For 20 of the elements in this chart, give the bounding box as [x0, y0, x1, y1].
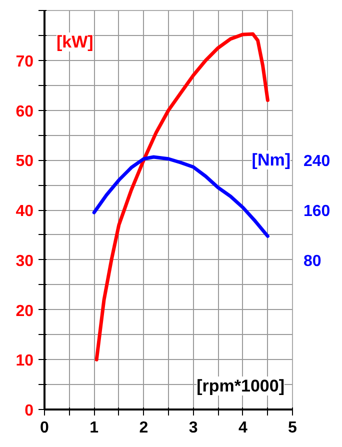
y-tick-label: 70: [16, 53, 34, 70]
x-tick-label: 5: [288, 420, 298, 436]
x-tick-label: 0: [40, 420, 50, 436]
y-tick-label: 10: [16, 352, 34, 370]
x-tick-label: 3: [188, 420, 198, 436]
x-tick-label: 1: [90, 420, 99, 436]
y2-tick-label: 240: [304, 153, 330, 170]
y2-tick-label: 160: [304, 203, 330, 220]
x-tick-label: 2: [139, 420, 148, 436]
y-tick-label: 30: [16, 252, 34, 270]
y-tick-label: 20: [16, 302, 34, 320]
y-tick-label: 60: [16, 103, 34, 120]
y-tick-label: 40: [16, 203, 34, 220]
y-tick-label: 50: [16, 153, 34, 170]
y-tick-label: 0: [24, 402, 34, 420]
y2-tick-label: 80: [304, 252, 322, 270]
x-tick-label: 4: [238, 420, 248, 436]
x-axis-title: [rpm*1000]: [196, 376, 285, 396]
y2-axis-title: [Nm]: [252, 150, 291, 170]
y-axis-title: [kW]: [56, 32, 94, 52]
